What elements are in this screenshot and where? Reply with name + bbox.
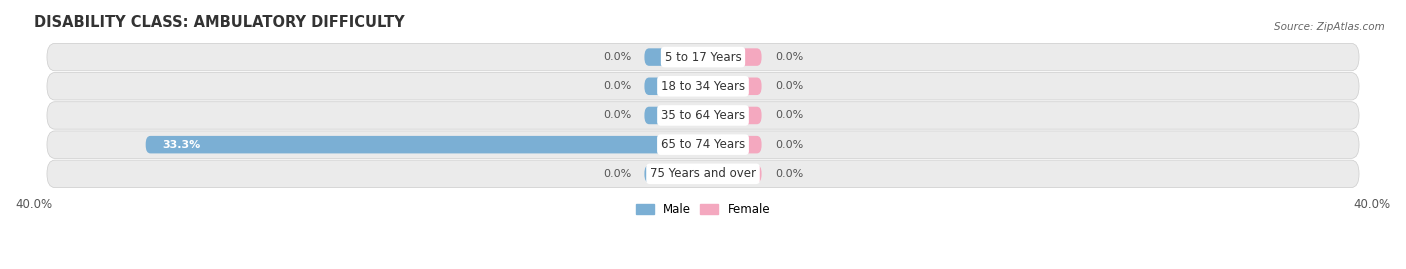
FancyBboxPatch shape [703, 107, 762, 124]
Text: 35 to 64 Years: 35 to 64 Years [661, 109, 745, 122]
Text: 75 Years and over: 75 Years and over [650, 167, 756, 180]
Text: 0.0%: 0.0% [775, 81, 803, 91]
FancyBboxPatch shape [46, 131, 1360, 158]
FancyBboxPatch shape [46, 102, 1360, 129]
FancyBboxPatch shape [46, 43, 1360, 71]
Text: 33.3%: 33.3% [163, 140, 201, 150]
Legend: Male, Female: Male, Female [631, 199, 775, 221]
FancyBboxPatch shape [703, 136, 762, 153]
FancyBboxPatch shape [46, 160, 1360, 187]
Text: 0.0%: 0.0% [775, 140, 803, 150]
Text: 0.0%: 0.0% [775, 169, 803, 179]
Text: 0.0%: 0.0% [603, 52, 631, 62]
FancyBboxPatch shape [644, 48, 703, 66]
Text: 0.0%: 0.0% [603, 111, 631, 121]
Text: 0.0%: 0.0% [603, 81, 631, 91]
Text: 5 to 17 Years: 5 to 17 Years [665, 51, 741, 63]
Text: 65 to 74 Years: 65 to 74 Years [661, 138, 745, 151]
FancyBboxPatch shape [644, 165, 703, 183]
Text: 0.0%: 0.0% [603, 169, 631, 179]
Text: Source: ZipAtlas.com: Source: ZipAtlas.com [1274, 22, 1385, 31]
FancyBboxPatch shape [703, 165, 762, 183]
FancyBboxPatch shape [703, 77, 762, 95]
Text: 0.0%: 0.0% [775, 52, 803, 62]
FancyBboxPatch shape [644, 77, 703, 95]
FancyBboxPatch shape [644, 107, 703, 124]
Text: 18 to 34 Years: 18 to 34 Years [661, 80, 745, 93]
FancyBboxPatch shape [146, 136, 703, 153]
Text: DISABILITY CLASS: AMBULATORY DIFFICULTY: DISABILITY CLASS: AMBULATORY DIFFICULTY [34, 15, 404, 30]
FancyBboxPatch shape [46, 73, 1360, 100]
FancyBboxPatch shape [703, 48, 762, 66]
Text: 0.0%: 0.0% [775, 111, 803, 121]
